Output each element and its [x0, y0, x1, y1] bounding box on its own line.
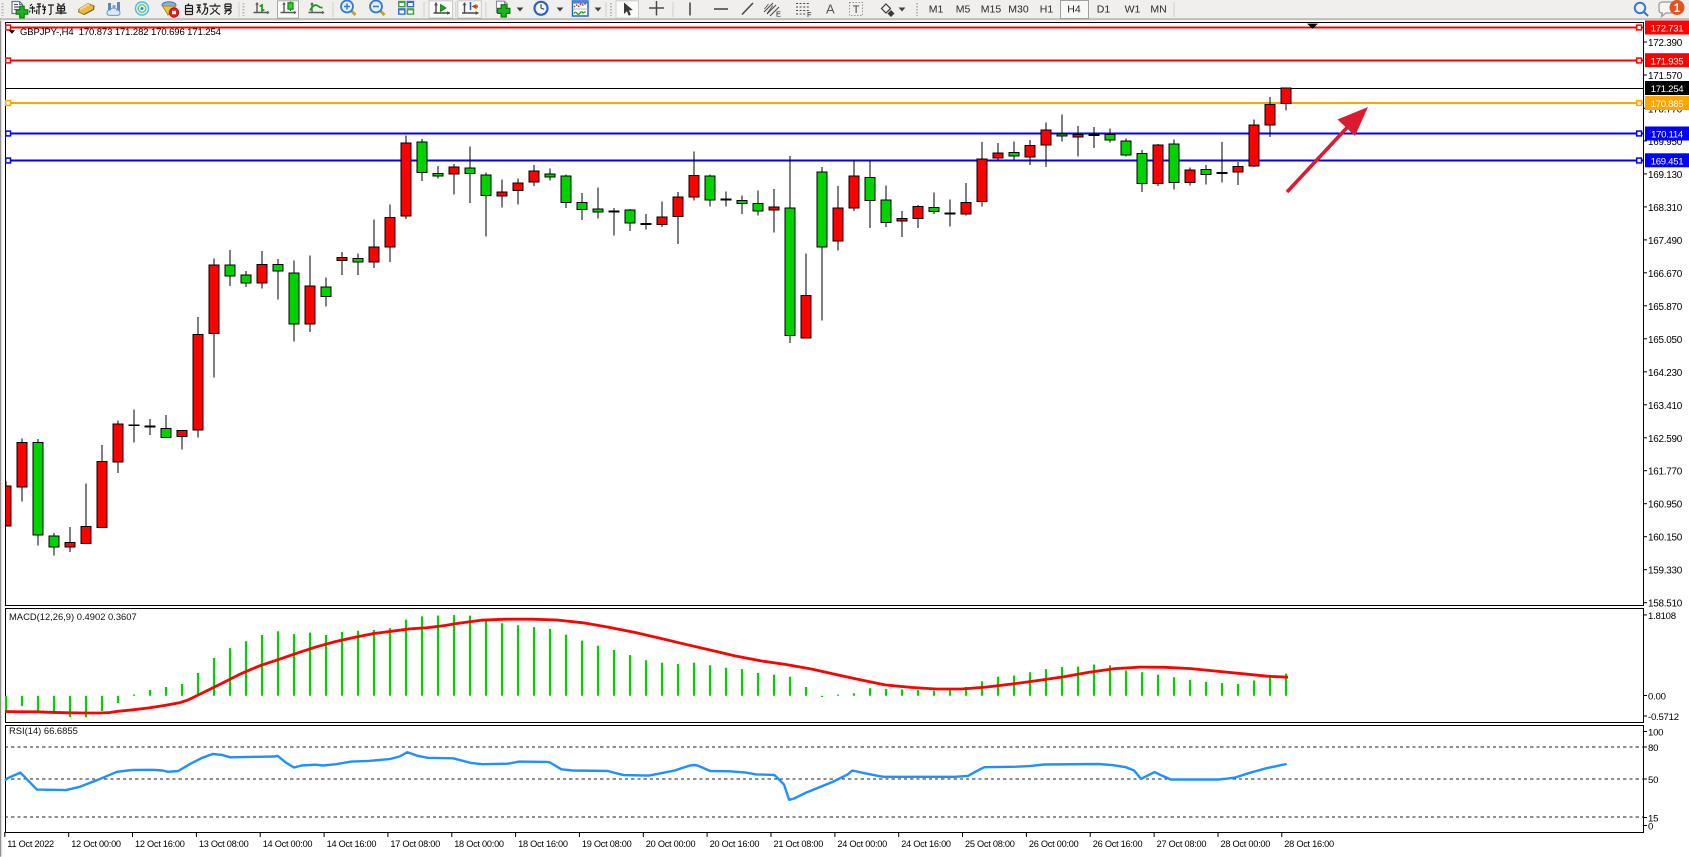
svg-text:0: 0 — [1648, 822, 1653, 833]
svg-text:0.00: 0.00 — [1648, 692, 1666, 703]
svg-text:160.950: 160.950 — [1648, 500, 1683, 511]
svg-text:171.570: 171.570 — [1648, 71, 1683, 82]
svg-text:18 Oct 00:00: 18 Oct 00:00 — [454, 839, 504, 849]
svg-text:20 Oct 16:00: 20 Oct 16:00 — [710, 839, 760, 849]
svg-text:169.451: 169.451 — [1651, 157, 1684, 168]
svg-text:12 Oct 16:00: 12 Oct 16:00 — [135, 839, 185, 849]
svg-text:24 Oct 00:00: 24 Oct 00:00 — [837, 839, 887, 849]
svg-text:165.870: 165.870 — [1648, 302, 1683, 313]
svg-text:163.410: 163.410 — [1648, 401, 1683, 412]
svg-text:MN: MN — [1150, 4, 1166, 16]
svg-text:1: 1 — [1674, 3, 1681, 15]
svg-text:M15: M15 — [981, 4, 1002, 16]
svg-text:M5: M5 — [956, 4, 971, 16]
svg-text:24 Oct 16:00: 24 Oct 16:00 — [901, 839, 951, 849]
svg-text:26 Oct 16:00: 26 Oct 16:00 — [1093, 839, 1143, 849]
svg-text:15: 15 — [1648, 814, 1658, 825]
svg-text:171.254: 171.254 — [1651, 84, 1685, 95]
svg-text:80: 80 — [1648, 743, 1658, 754]
svg-text:T: T — [853, 4, 860, 16]
svg-text:MACD(12,26,9) 0.4902 0.3607: MACD(12,26,9) 0.4902 0.3607 — [9, 611, 137, 622]
svg-text:172.390: 172.390 — [1648, 38, 1683, 49]
svg-text:50: 50 — [1648, 775, 1658, 786]
svg-text:25 Oct 08:00: 25 Oct 08:00 — [965, 839, 1015, 849]
svg-text:GBPJPY-,H4 170.873 171.282 17: GBPJPY-,H4 170.873 171.282 170.696 171.2… — [20, 27, 221, 38]
svg-text:160.150: 160.150 — [1648, 533, 1683, 544]
svg-text:13 Oct 08:00: 13 Oct 08:00 — [199, 839, 249, 849]
svg-text:F: F — [807, 10, 812, 19]
svg-text:27 Oct 08:00: 27 Oct 08:00 — [1157, 839, 1207, 849]
svg-text:14 Oct 16:00: 14 Oct 16:00 — [327, 839, 377, 849]
svg-text:1.8108: 1.8108 — [1648, 611, 1676, 622]
svg-text:171.935: 171.935 — [1651, 56, 1684, 67]
svg-text:-0.5712: -0.5712 — [1648, 712, 1679, 723]
svg-text:14 Oct 00:00: 14 Oct 00:00 — [263, 839, 313, 849]
svg-text:12 Oct 00:00: 12 Oct 00:00 — [71, 839, 121, 849]
svg-text:165.050: 165.050 — [1648, 335, 1683, 346]
svg-text:A: A — [826, 2, 835, 17]
svg-text:170.885: 170.885 — [1651, 99, 1684, 110]
svg-text:28 Oct 16:00: 28 Oct 16:00 — [1284, 839, 1334, 849]
svg-text:RSI(14) 66.6855: RSI(14) 66.6855 — [9, 725, 78, 736]
svg-text:168.310: 168.310 — [1648, 203, 1683, 214]
svg-text:100: 100 — [1648, 728, 1663, 739]
svg-text:20 Oct 00:00: 20 Oct 00:00 — [646, 839, 696, 849]
svg-text:19 Oct 08:00: 19 Oct 08:00 — [582, 839, 632, 849]
svg-text:11 Oct 2022: 11 Oct 2022 — [7, 839, 54, 849]
svg-text:M30: M30 — [1008, 4, 1029, 16]
svg-text:26 Oct 00:00: 26 Oct 00:00 — [1029, 839, 1079, 849]
svg-text:21 Oct 08:00: 21 Oct 08:00 — [774, 839, 824, 849]
svg-text:164.230: 164.230 — [1648, 368, 1683, 379]
svg-text:D1: D1 — [1097, 4, 1111, 16]
svg-text:M1: M1 — [929, 4, 944, 16]
svg-text:170.114: 170.114 — [1651, 130, 1684, 141]
svg-text:161.770: 161.770 — [1648, 467, 1683, 478]
svg-text:E: E — [776, 10, 781, 19]
svg-text:17 Oct 08:00: 17 Oct 08:00 — [390, 839, 440, 849]
svg-text:162.590: 162.590 — [1648, 434, 1683, 445]
svg-text:28 Oct 00:00: 28 Oct 00:00 — [1221, 839, 1271, 849]
svg-text:H4: H4 — [1067, 4, 1081, 16]
svg-text:169.130: 169.130 — [1648, 170, 1683, 181]
svg-text:169.950: 169.950 — [1648, 137, 1683, 148]
svg-text:167.490: 167.490 — [1648, 236, 1683, 247]
svg-text:18 Oct 16:00: 18 Oct 16:00 — [518, 839, 568, 849]
svg-text:166.670: 166.670 — [1648, 269, 1683, 280]
svg-text:W1: W1 — [1125, 4, 1141, 16]
svg-text:172.731: 172.731 — [1651, 24, 1684, 35]
svg-text:158.510: 158.510 — [1648, 599, 1683, 610]
svg-text:159.330: 159.330 — [1648, 566, 1683, 577]
svg-text:H1: H1 — [1040, 4, 1054, 16]
